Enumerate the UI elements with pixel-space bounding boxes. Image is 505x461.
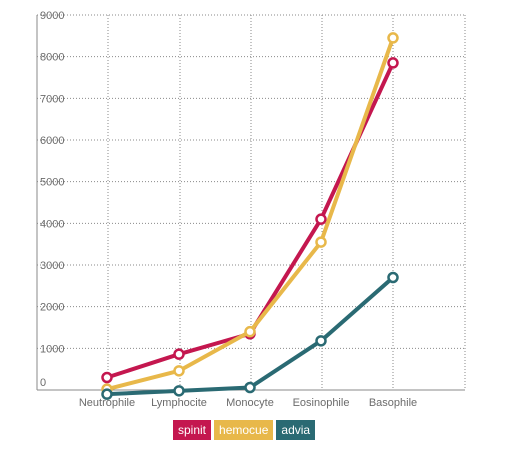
x-tick-label: Eosinophile — [293, 397, 350, 409]
series — [101, 32, 399, 400]
x-tick-label: Basophile — [369, 397, 417, 409]
x-tick-labels: Neutrophile Lymphocite Monocyte Eosinophile… — [79, 397, 417, 409]
data-point-advia — [101, 388, 113, 400]
data-point-hemocue — [173, 365, 185, 377]
y-tick-label: 5000 — [40, 177, 64, 189]
y-tick-label: 0 — [40, 377, 46, 389]
y-tick-label: 2000 — [40, 302, 64, 314]
x-tick-label: Lymphocite — [151, 397, 207, 409]
legend: spinit hemocue advia — [173, 420, 316, 440]
y-tick-label: 6000 — [40, 135, 64, 147]
y-tick-label: 9000 — [40, 10, 64, 22]
data-point-advia — [315, 335, 327, 347]
y-tick-label: 3000 — [40, 260, 64, 272]
data-point-spinit — [173, 348, 185, 360]
data-point-spinit — [387, 57, 399, 69]
y-tick-label: 8000 — [40, 52, 64, 64]
data-point-hemocue — [387, 32, 399, 44]
data-point-advia — [173, 385, 185, 397]
data-point-advia — [387, 271, 399, 284]
y-tick-label: 1000 — [40, 343, 64, 355]
legend-item-advia[interactable]: advia — [276, 420, 316, 440]
y-tick-label: 7000 — [40, 93, 64, 105]
data-point-hemocue — [315, 236, 327, 248]
y-tick-label: 4000 — [40, 218, 64, 230]
x-tick-label: Neutrophile — [79, 397, 135, 409]
data-point-advia — [244, 381, 256, 394]
legend-item-hemocue[interactable]: hemocue — [214, 420, 274, 440]
legend-item-spinit[interactable]: spinit — [173, 420, 212, 440]
y-tick-labels: 0 1000 2000 3000 4000 5000 6000 7000 8000 9000 — [40, 10, 64, 389]
x-tick-label: Monocyte — [226, 397, 274, 409]
data-point-hemocue — [244, 325, 256, 338]
data-point-spinit — [101, 371, 113, 384]
data-point-spinit — [315, 213, 327, 225]
